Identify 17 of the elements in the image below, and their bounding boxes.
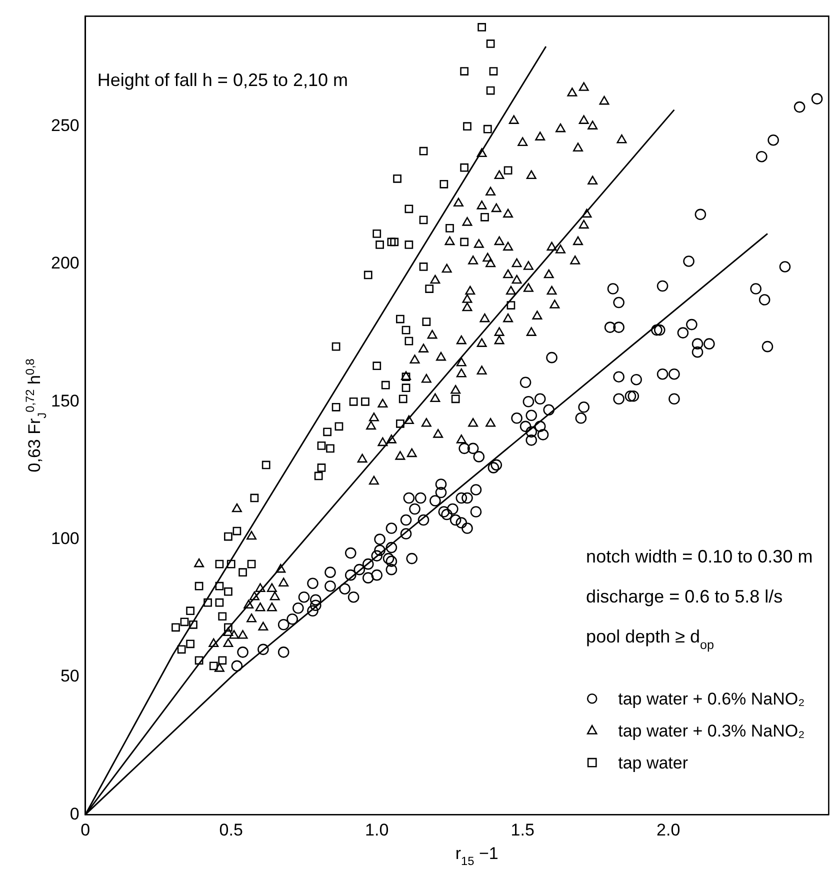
y-tick-label: 100: [50, 528, 80, 548]
legend-label: tap water + 0.6% NaNO₂: [618, 690, 805, 709]
y-axis-title: 0,63 FrJ0,72 h0,8: [23, 358, 49, 472]
legend-label: tap water + 0.3% NaNO₂: [618, 722, 805, 741]
y-tick-label: 50: [60, 666, 80, 686]
x-tick-label: 1.5: [510, 820, 534, 840]
annotation: discharge = 0.6 to 5.8 l/s: [586, 586, 783, 607]
annotation: Height of fall h = 0,25 to 2,10 m: [97, 70, 348, 90]
x-tick-label: 2.0: [656, 820, 680, 840]
y-tick-label: 150: [50, 391, 80, 410]
annotation: notch width = 0.10 to 0.30 m: [586, 546, 813, 567]
x-tick-label: 0.5: [219, 820, 243, 840]
y-tick-label: 250: [50, 116, 80, 136]
y-tick-label: 200: [50, 254, 80, 273]
y-tick-label: 0: [70, 804, 80, 824]
x-tick-label: 1.0: [365, 820, 389, 840]
legend-label: tap water: [618, 754, 688, 773]
